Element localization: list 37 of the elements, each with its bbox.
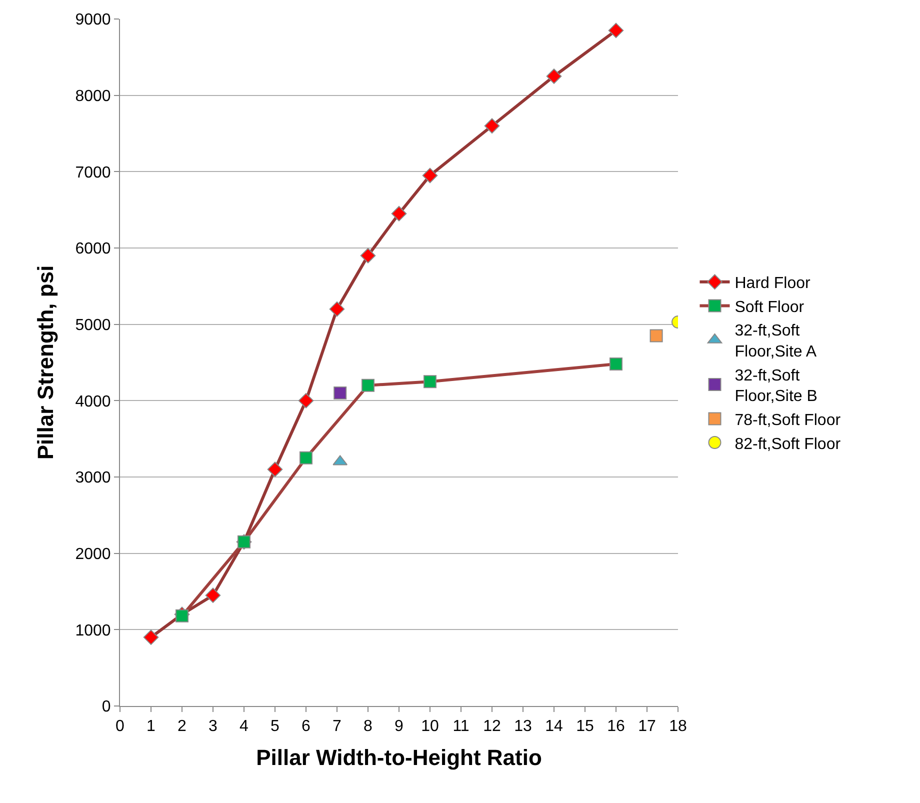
x-tick-label: 11 xyxy=(452,718,470,736)
y-tick-label: 5000 xyxy=(75,316,111,334)
x-tick-label: 6 xyxy=(302,718,311,736)
x-tick-label: 17 xyxy=(638,718,656,736)
x-tick-label: 12 xyxy=(483,718,501,736)
x-tick-label: 3 xyxy=(208,718,218,736)
y-tick-label: 1000 xyxy=(75,622,111,640)
y-tick-label: 7000 xyxy=(75,164,111,182)
legend-label: Hard Floor xyxy=(734,275,811,292)
x-tick-label: 7 xyxy=(332,718,342,736)
x-tick-label: 9 xyxy=(394,718,404,736)
x-axis-title: Pillar Width-to-Height Ratio xyxy=(256,745,542,770)
y-tick-label: 2000 xyxy=(75,546,111,563)
legend-label: 78-ft,Soft Floor xyxy=(734,412,842,429)
x-tick-label: 15 xyxy=(576,718,594,736)
legend-label: 82-ft,Soft Floor xyxy=(734,436,842,453)
x-tick-label: 14 xyxy=(545,718,563,736)
y-axis-title: Pillar Strength, psi xyxy=(33,265,58,460)
x-tick-label: 5 xyxy=(270,718,280,736)
x-tick-label: 8 xyxy=(364,718,373,736)
x-tick-label: 10 xyxy=(421,718,439,736)
y-tick-label: 9000 xyxy=(75,12,111,29)
x-tick-label: 13 xyxy=(514,718,532,736)
legend-label: 32-ft,Soft Floor,Site B xyxy=(734,367,818,406)
x-tick-label: 18 xyxy=(669,718,687,736)
y-tick-label: 6000 xyxy=(75,240,111,258)
legend-label: Soft Floor xyxy=(734,298,805,316)
x-tick-label: 4 xyxy=(240,718,249,736)
x-tick-label: 2 xyxy=(178,718,187,736)
y-tick-label: 0 xyxy=(102,698,111,716)
x-tick-label: 1 xyxy=(146,718,156,736)
y-tick-label: 4000 xyxy=(75,393,111,410)
legend-label: 32-ft,Soft Floor,Site A xyxy=(734,322,817,361)
x-tick-label: 0 xyxy=(116,718,125,736)
y-tick-label: 8000 xyxy=(75,88,111,105)
y-tick-label: 3000 xyxy=(75,470,111,487)
x-tick-label: 16 xyxy=(607,718,625,736)
